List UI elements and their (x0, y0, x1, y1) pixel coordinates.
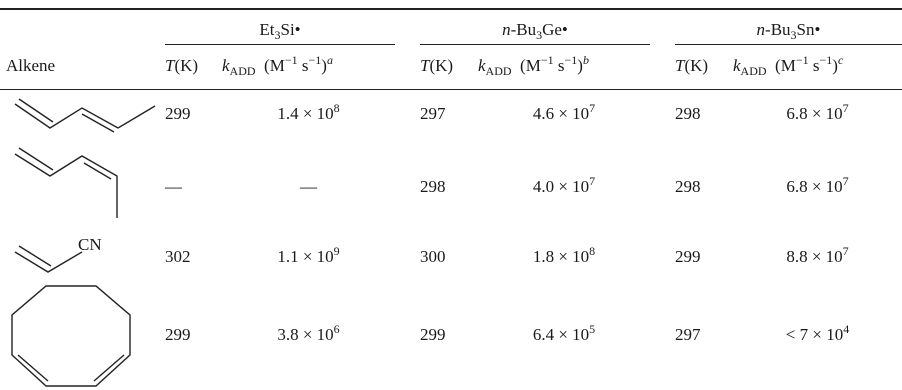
structure-acrylonitrile-icon: CN (10, 238, 120, 278)
header-rule (0, 89, 902, 90)
row4-ge-temp: 299 (420, 325, 446, 345)
row3-sn-temp: 299 (675, 247, 701, 267)
structure-e-pentadiene-icon (10, 98, 160, 138)
row1-ge-temp: 297 (420, 104, 446, 124)
row4-si-temp: 299 (165, 325, 191, 345)
row3-si-kadd: 1.1 × 109 (222, 247, 395, 267)
kadd-header-si: kADD (M−1 s−1)a (222, 56, 333, 76)
row2-ge-temp: 298 (420, 177, 446, 197)
row3-ge-kadd: 1.8 × 108 (478, 247, 650, 267)
group-rule-et3si (165, 44, 395, 45)
row3-ge-temp: 300 (420, 247, 446, 267)
row3-si-temp: 302 (165, 247, 191, 267)
row4-si-kadd: 3.8 × 106 (222, 325, 395, 345)
row4-sn-kadd: < 7 × 104 (733, 325, 902, 345)
row2-sn-kadd: 6.8 × 107 (733, 177, 902, 197)
group-rule-bu3ge (420, 44, 650, 45)
top-rule (0, 8, 902, 10)
group-header-bu3sn: n-Bu3Sn• (675, 20, 902, 40)
temp-header-sn: T(K) (675, 56, 708, 76)
temp-header-si: T(K) (165, 56, 198, 76)
group-rule-bu3sn (675, 44, 902, 45)
temp-header-ge: T(K) (420, 56, 453, 76)
row2-si-temp: — (165, 177, 182, 197)
group-header-et3si: Et3Si• (165, 20, 395, 40)
row1-si-temp: 299 (165, 104, 191, 124)
row1-sn-temp: 298 (675, 104, 701, 124)
row1-sn-kadd: 6.8 × 107 (733, 104, 902, 124)
row4-ge-kadd: 6.4 × 105 (478, 325, 650, 345)
row1-ge-kadd: 4.6 × 107 (478, 104, 650, 124)
cn-label: CN (78, 238, 102, 254)
structure-z-pentadiene-icon (10, 146, 130, 231)
row3-sn-kadd: 8.8 × 107 (733, 247, 902, 267)
row2-sn-temp: 298 (675, 177, 701, 197)
row2-si-kadd: — (222, 177, 395, 197)
kadd-header-sn: kADD (M−1 s−1)c (733, 56, 843, 76)
alkene-column-header: Alkene (6, 56, 55, 76)
kadd-header-ge: kADD (M−1 s−1)b (478, 56, 589, 76)
structure-cyclooctadiene-icon (8, 283, 134, 389)
group-header-bu3ge: n-Bu3Ge• (420, 20, 650, 40)
row4-sn-temp: 297 (675, 325, 701, 345)
row1-si-kadd: 1.4 × 108 (222, 104, 395, 124)
row2-ge-kadd: 4.0 × 107 (478, 177, 650, 197)
